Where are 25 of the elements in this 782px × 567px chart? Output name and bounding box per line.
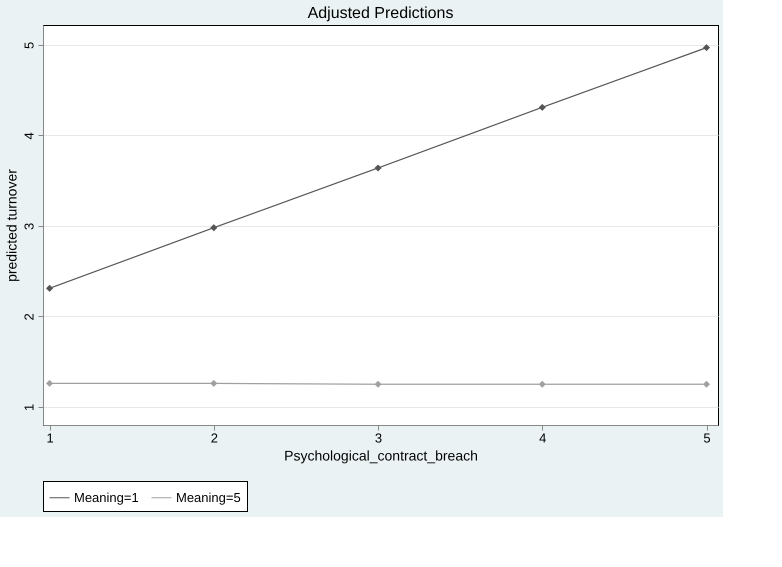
y-axis-title: predicted turnover (4, 168, 20, 282)
y-tick-label: 4 (22, 132, 36, 140)
x-tick-label: 4 (539, 430, 546, 446)
point (538, 380, 546, 388)
point (702, 380, 710, 388)
point (538, 104, 546, 111)
point (702, 44, 710, 52)
x-tick-label: 5 (703, 430, 711, 446)
legend-label: Meaning=1 (74, 490, 139, 505)
point (46, 284, 54, 292)
y-tick-label: 1 (22, 404, 36, 412)
point (374, 164, 382, 172)
x-axis-title: Psychological_contract_breach (284, 448, 478, 464)
point (46, 380, 54, 387)
y-tick-label: 5 (22, 42, 36, 50)
point (210, 224, 218, 232)
y-tick-label: 3 (22, 222, 36, 230)
chart-title: Adjusted Predictions (308, 5, 454, 22)
y-tick-label: 2 (22, 313, 36, 321)
x-tick-label: 1 (46, 430, 54, 446)
legend-label: Meaning=5 (176, 490, 241, 505)
point (210, 380, 218, 387)
x-tick-label: 2 (210, 430, 218, 446)
point (374, 380, 382, 388)
x-tick-label: 3 (374, 430, 382, 446)
